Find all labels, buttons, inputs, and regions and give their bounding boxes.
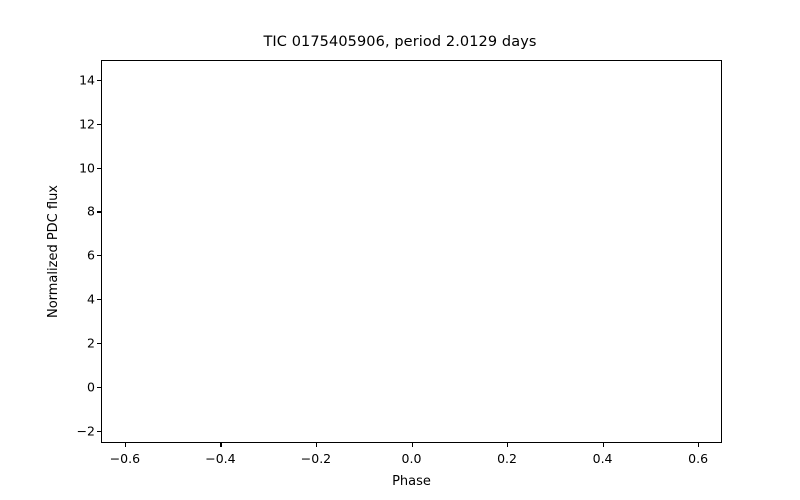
y-axis-tick-label: 10 [79, 160, 95, 176]
x-axis-tick-label: −0.4 [205, 451, 236, 466]
x-axis-tick-label: 0.6 [688, 451, 709, 466]
x-axis-tick-label: −0.6 [109, 451, 141, 466]
y-axis-label: Normalized PDC flux [46, 184, 61, 319]
x-axis-tick-mark [411, 443, 413, 447]
x-axis-label: Phase [392, 474, 431, 489]
y-axis-tick-label: 8 [87, 203, 95, 219]
y-axis-tick-mark [97, 430, 101, 433]
y-axis-tick-label: 14 [79, 72, 95, 88]
y-axis-tick-mark [97, 211, 101, 213]
y-axis-tick-label: 6 [87, 247, 95, 263]
y-axis-tick-mark [97, 79, 101, 81]
y-axis-tick-mark [97, 343, 101, 345]
x-axis-tick-mark [507, 443, 509, 447]
y-axis-tick-mark [97, 387, 101, 389]
y-axis-tick-mark [97, 123, 101, 125]
x-axis-tick-label: 0.0 [401, 451, 422, 466]
y-axis-tick-label: 0 [87, 379, 95, 395]
plot-axes-frame [101, 60, 723, 444]
y-axis-tick-label: 4 [87, 291, 95, 307]
y-axis-tick-mark [97, 167, 101, 169]
y-axis-tick-label: 2 [87, 335, 95, 351]
x-axis-tick-label: −0.2 [300, 451, 332, 466]
x-axis-tick-label: 0.2 [497, 451, 517, 466]
x-axis-tick-mark [315, 443, 318, 447]
y-axis-tick-label: 12 [79, 116, 95, 132]
y-axis-tick-mark [97, 299, 101, 301]
plot-title: TIC 0175405906, period 2.0129 days [263, 34, 537, 50]
x-axis-tick-mark [124, 443, 126, 447]
x-axis-tick-mark [602, 443, 604, 447]
x-axis-tick-label: 0.4 [592, 451, 613, 466]
x-axis-tick-mark [220, 443, 222, 447]
scatter-plot-data-layer [102, 61, 723, 444]
y-axis-tick-label: −2 [76, 423, 95, 439]
y-axis-tick-mark [97, 255, 101, 257]
x-axis-tick-mark [698, 443, 700, 447]
